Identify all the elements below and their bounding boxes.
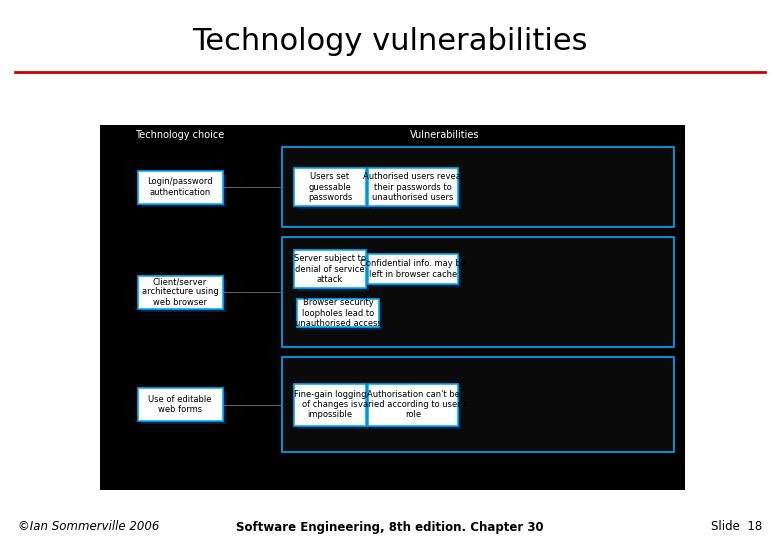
FancyBboxPatch shape xyxy=(297,387,369,429)
Text: Software Engineering, 8th edition. Chapter 30: Software Engineering, 8th edition. Chapt… xyxy=(236,521,544,534)
FancyBboxPatch shape xyxy=(297,299,379,327)
Text: Technology vulnerabilities: Technology vulnerabilities xyxy=(192,28,588,57)
FancyBboxPatch shape xyxy=(371,387,461,429)
FancyBboxPatch shape xyxy=(297,171,369,209)
FancyBboxPatch shape xyxy=(137,388,222,421)
Text: Confidential info. may be
left in browser cache: Confidential info. may be left in browse… xyxy=(360,259,466,279)
Text: Login/password
authentication: Login/password authentication xyxy=(147,177,213,197)
FancyBboxPatch shape xyxy=(282,357,674,452)
Text: Authorisation can't be
varied according to user's
role: Authorisation can't be varied according … xyxy=(358,389,468,420)
FancyBboxPatch shape xyxy=(368,254,458,284)
Text: Users set
guessable
passwords: Users set guessable passwords xyxy=(308,172,353,202)
Text: Technology choice: Technology choice xyxy=(136,130,225,140)
FancyBboxPatch shape xyxy=(282,147,674,227)
FancyBboxPatch shape xyxy=(137,171,222,204)
Text: Client/server
architecture using
web browser: Client/server architecture using web bro… xyxy=(142,277,218,307)
Text: ©Ian Sommerville 2006: ©Ian Sommerville 2006 xyxy=(18,521,159,534)
Text: Browser security
loopholes lead to
unauthorised access: Browser security loopholes lead to unaut… xyxy=(295,298,381,328)
FancyBboxPatch shape xyxy=(300,302,382,330)
FancyBboxPatch shape xyxy=(140,173,225,206)
Text: Authorised users reveal
their passwords to
unauthorised users: Authorised users reveal their passwords … xyxy=(363,172,463,202)
FancyBboxPatch shape xyxy=(294,168,366,206)
FancyBboxPatch shape xyxy=(282,237,674,347)
Text: Server subject to
denial of service
attack: Server subject to denial of service atta… xyxy=(294,254,366,284)
FancyBboxPatch shape xyxy=(368,383,458,426)
FancyBboxPatch shape xyxy=(371,257,461,287)
FancyBboxPatch shape xyxy=(140,279,225,312)
Text: Slide  18: Slide 18 xyxy=(711,521,762,534)
FancyBboxPatch shape xyxy=(137,275,222,308)
FancyBboxPatch shape xyxy=(140,391,225,424)
FancyBboxPatch shape xyxy=(100,125,685,490)
Text: Fine-gain logging
of changes is
impossible: Fine-gain logging of changes is impossib… xyxy=(294,389,367,420)
FancyBboxPatch shape xyxy=(294,383,366,426)
Text: Use of editable
web forms: Use of editable web forms xyxy=(148,395,211,414)
FancyBboxPatch shape xyxy=(294,250,366,288)
FancyBboxPatch shape xyxy=(371,171,461,209)
FancyBboxPatch shape xyxy=(297,253,369,291)
FancyBboxPatch shape xyxy=(368,168,458,206)
Text: Vulnerabilities: Vulnerabilities xyxy=(410,130,480,140)
